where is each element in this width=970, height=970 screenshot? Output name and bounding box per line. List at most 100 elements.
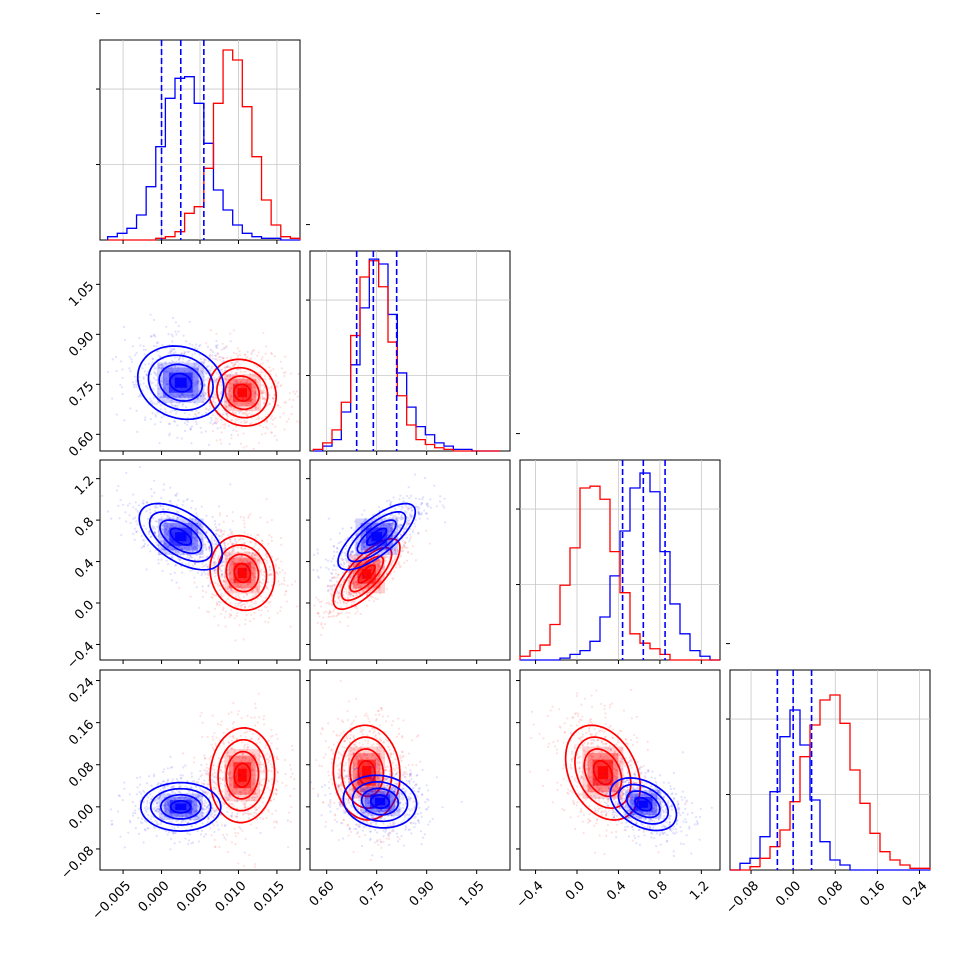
- scatter-point: [391, 527, 394, 531]
- scatter-point: [276, 572, 280, 576]
- scatter-point: [241, 412, 244, 415]
- scatter-point: [422, 496, 425, 499]
- scatter-point: [249, 408, 252, 412]
- scatter-point: [217, 505, 221, 508]
- scatter-point: [147, 530, 150, 533]
- scatter-point: [149, 380, 152, 383]
- scatter-point: [226, 374, 230, 377]
- scatter-point: [154, 806, 157, 809]
- scatter-point: [158, 366, 161, 369]
- scatter-point: [196, 818, 199, 821]
- scatter-point: [364, 541, 367, 544]
- scatter-point: [249, 804, 252, 807]
- scatter-point: [238, 601, 241, 605]
- scatter-point: [151, 357, 154, 360]
- scatter-point: [236, 418, 239, 421]
- scatter-point: [267, 387, 270, 390]
- scatter-point: [229, 602, 232, 605]
- scatter-point: [257, 806, 260, 810]
- scatter-point: [209, 581, 212, 585]
- scatter-point: [219, 438, 222, 441]
- scatter-point: [363, 545, 366, 548]
- scatter-point: [269, 763, 272, 766]
- panel-3-0: −0.005 0.000 0.005 0.010 0.015−0.080.000.080…: [59, 669, 301, 923]
- scatter-point: [143, 828, 146, 831]
- scatter-point: [232, 402, 235, 405]
- scatter-point: [119, 360, 123, 363]
- scatter-point: [251, 596, 254, 599]
- scatter-point: [180, 394, 183, 397]
- scatter-point: [243, 547, 247, 550]
- scatter-point: [205, 766, 208, 769]
- scatter-point: [160, 367, 163, 370]
- panel-frame: [519, 459, 721, 661]
- scatter-point: [181, 561, 184, 565]
- scatter-point: [397, 561, 401, 564]
- scatter-point: [261, 391, 264, 394]
- scatter-point: [200, 711, 203, 714]
- scatter-point: [389, 527, 392, 530]
- scatter-point: [211, 774, 214, 777]
- scatter-point: [337, 597, 340, 600]
- contour-line: [147, 354, 214, 411]
- scatter-point: [275, 384, 279, 388]
- scatter-point: [220, 418, 223, 421]
- scatter-point: [293, 787, 296, 790]
- scatter-point: [263, 778, 266, 781]
- scatter-point: [392, 521, 395, 524]
- scatter-point: [348, 576, 351, 579]
- scatter-point: [182, 521, 186, 524]
- scatter-point: [225, 374, 228, 378]
- scatter-point: [184, 563, 187, 566]
- scatter-point: [289, 820, 292, 823]
- scatter-point: [181, 774, 184, 777]
- scatter-point: [154, 384, 157, 387]
- scatter-point: [344, 557, 347, 560]
- scatter-point: [207, 377, 210, 380]
- scatter-point: [239, 442, 243, 445]
- scatter-point: [214, 581, 217, 585]
- scatter-point: [255, 788, 258, 792]
- scatter-point: [201, 400, 205, 404]
- scatter-point: [384, 556, 387, 559]
- scatter-point: [357, 586, 360, 589]
- scatter-point: [254, 391, 257, 394]
- scatter-point: [245, 551, 248, 554]
- scatter-point: [192, 390, 195, 393]
- scatter-point: [204, 573, 207, 576]
- scatter-point: [332, 545, 336, 548]
- scatter-point: [360, 547, 363, 551]
- scatter-point: [244, 421, 247, 424]
- scatter-point: [351, 561, 354, 564]
- scatter-point: [175, 409, 178, 413]
- scatter-point: [231, 568, 234, 571]
- scatter-point: [360, 584, 363, 587]
- scatter-point: [106, 510, 110, 513]
- scatter-point: [159, 395, 162, 398]
- scatter-point: [269, 799, 273, 802]
- scatter-point: [193, 562, 197, 565]
- scatter-point: [250, 569, 254, 572]
- scatter-point: [260, 763, 263, 766]
- scatter-point: [135, 530, 138, 533]
- scatter-point: [168, 517, 171, 520]
- scatter-point: [256, 381, 259, 384]
- scatter-point: [388, 523, 391, 527]
- scatter-point: [149, 397, 152, 400]
- scatter-point: [377, 558, 381, 561]
- scatter-point: [393, 531, 396, 534]
- scatter-point: [158, 553, 161, 556]
- scatter-point: [144, 416, 147, 419]
- scatter-point: [335, 615, 338, 618]
- scatter-point: [345, 561, 348, 564]
- scatter-point: [190, 825, 193, 828]
- scatter-point: [374, 560, 377, 563]
- scatter-point: [167, 352, 170, 355]
- scatter-point: [400, 505, 403, 508]
- scatter-point: [253, 865, 256, 868]
- scatter-point: [213, 397, 216, 400]
- scatter-point: [350, 592, 353, 595]
- scatter-point: [341, 600, 345, 603]
- scatter-point: [388, 551, 391, 554]
- scatter-point: [208, 560, 211, 563]
